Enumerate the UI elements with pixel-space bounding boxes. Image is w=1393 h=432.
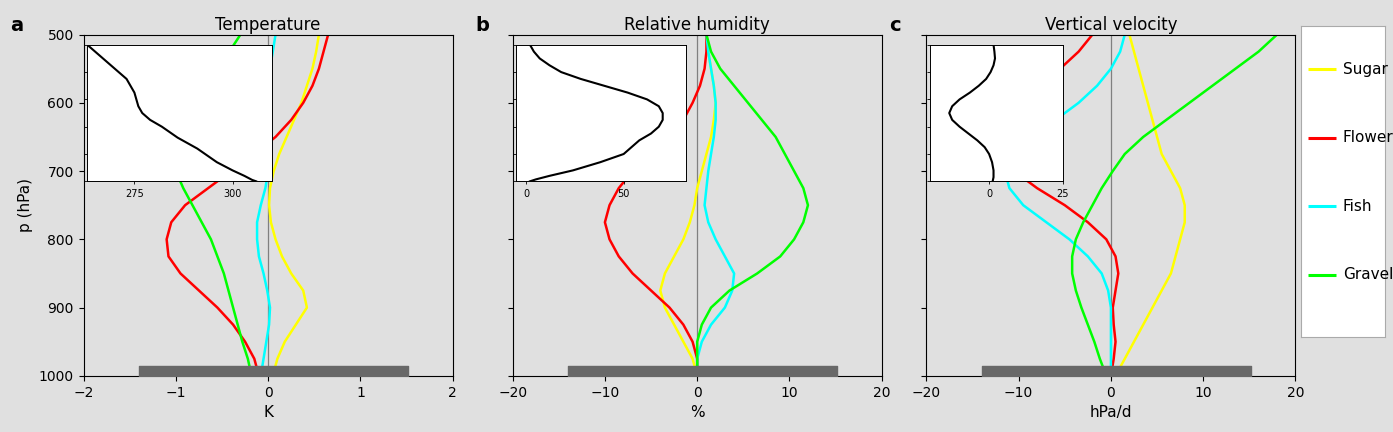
Text: c: c (890, 16, 901, 35)
Title: Relative humidity: Relative humidity (624, 16, 770, 35)
Title: Vertical velocity: Vertical velocity (1045, 16, 1177, 35)
X-axis label: %: % (690, 405, 705, 420)
Text: Gravel: Gravel (1343, 267, 1393, 282)
Text: Sugar: Sugar (1343, 62, 1387, 77)
X-axis label: K: K (263, 405, 273, 420)
Text: Flower: Flower (1343, 130, 1393, 146)
Title: Temperature: Temperature (216, 16, 320, 35)
Text: b: b (476, 16, 489, 35)
Text: Fish: Fish (1343, 199, 1372, 214)
X-axis label: hPa/d: hPa/d (1089, 405, 1133, 420)
Y-axis label: p (hPa): p (hPa) (18, 178, 33, 232)
Text: a: a (10, 16, 22, 35)
